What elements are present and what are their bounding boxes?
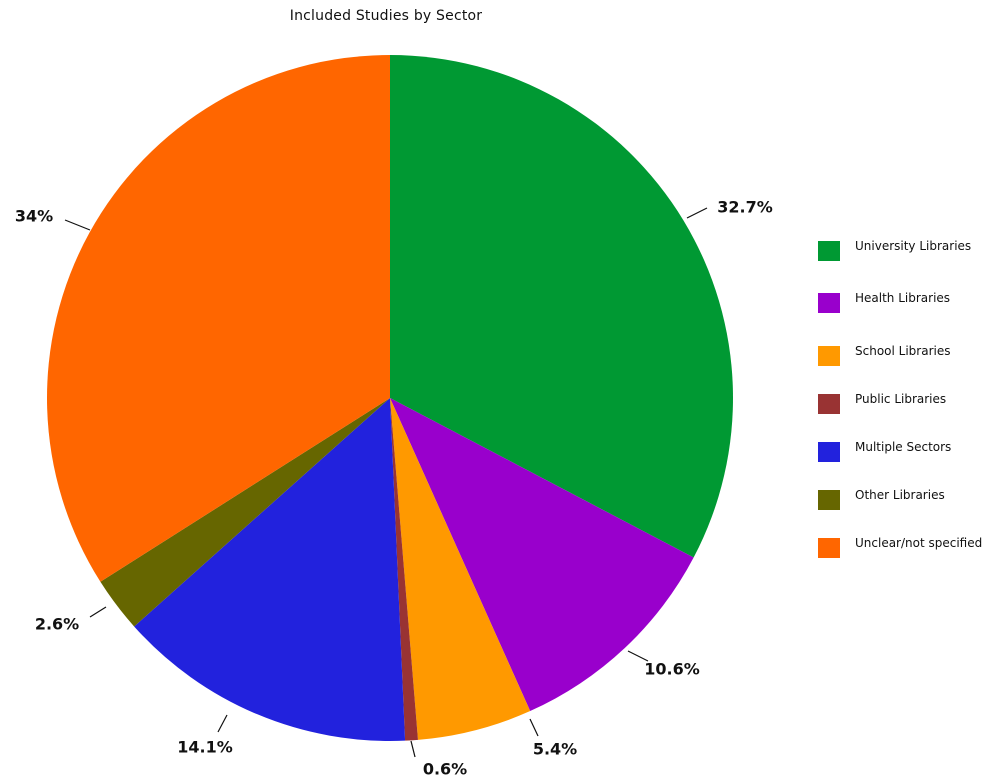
pie-slice-other-libraries — [100, 398, 391, 627]
legend-label-other-libraries: Other Libraries — [855, 488, 945, 502]
leader-line — [89, 606, 107, 618]
pie-slice-public-libraries — [390, 398, 418, 741]
data-label: 10.6% — [644, 660, 700, 679]
legend-swatch-school-libraries — [818, 346, 840, 366]
leader-line — [217, 714, 228, 733]
legend-swatch-other-libraries — [818, 490, 840, 510]
legend-label-school-libraries: School Libraries — [855, 344, 951, 358]
legend-item-school-libraries: School Libraries — [818, 343, 988, 379]
pie-slice-unclear-not-specified — [47, 55, 390, 582]
data-label: 2.6% — [35, 615, 79, 634]
leader-line — [410, 740, 416, 758]
data-label: 34% — [15, 207, 53, 226]
data-label: 0.6% — [423, 760, 467, 778]
legend-item-unclear-not-specified: Unclear/not specified — [818, 535, 988, 571]
legend-item-university-libraries: University Libraries — [818, 238, 988, 274]
data-label: 32.7% — [717, 198, 773, 217]
legend-swatch-university-libraries — [818, 241, 840, 261]
legend-item-other-libraries: Other Libraries — [818, 487, 988, 523]
pie-slice-school-libraries — [390, 398, 531, 740]
legend-swatch-multiple-sectors — [818, 442, 840, 462]
data-label: 14.1% — [177, 738, 233, 757]
legend-item-health-libraries: Health Libraries — [818, 290, 988, 326]
pie-slice-university-libraries — [390, 55, 734, 558]
legend-item-multiple-sectors: Multiple Sectors — [818, 439, 988, 475]
chart-title: Included Studies by Sector — [289, 8, 483, 24]
legend-label-public-libraries: Public Libraries — [855, 392, 947, 406]
data-label: 5.4% — [533, 740, 577, 759]
leader-line — [686, 207, 708, 219]
leader-line — [529, 718, 539, 737]
legend-swatch-unclear-not-specified — [818, 538, 840, 558]
leader-line — [627, 650, 649, 662]
leader-line — [64, 219, 91, 231]
legend-label-unclear-not-specified: Unclear/not specified — [855, 536, 983, 550]
pie-slice-health-libraries — [390, 398, 694, 712]
pie-slice-multiple-sectors — [134, 398, 406, 741]
legend-label-health-libraries: Health Libraries — [855, 291, 951, 305]
legend-swatch-health-libraries — [818, 293, 840, 313]
legend-swatch-public-libraries — [818, 394, 840, 414]
legend-label-multiple-sectors: Multiple Sectors — [855, 440, 952, 454]
legend-item-public-libraries: Public Libraries — [818, 391, 988, 427]
legend-label-university-libraries: University Libraries — [855, 239, 972, 253]
